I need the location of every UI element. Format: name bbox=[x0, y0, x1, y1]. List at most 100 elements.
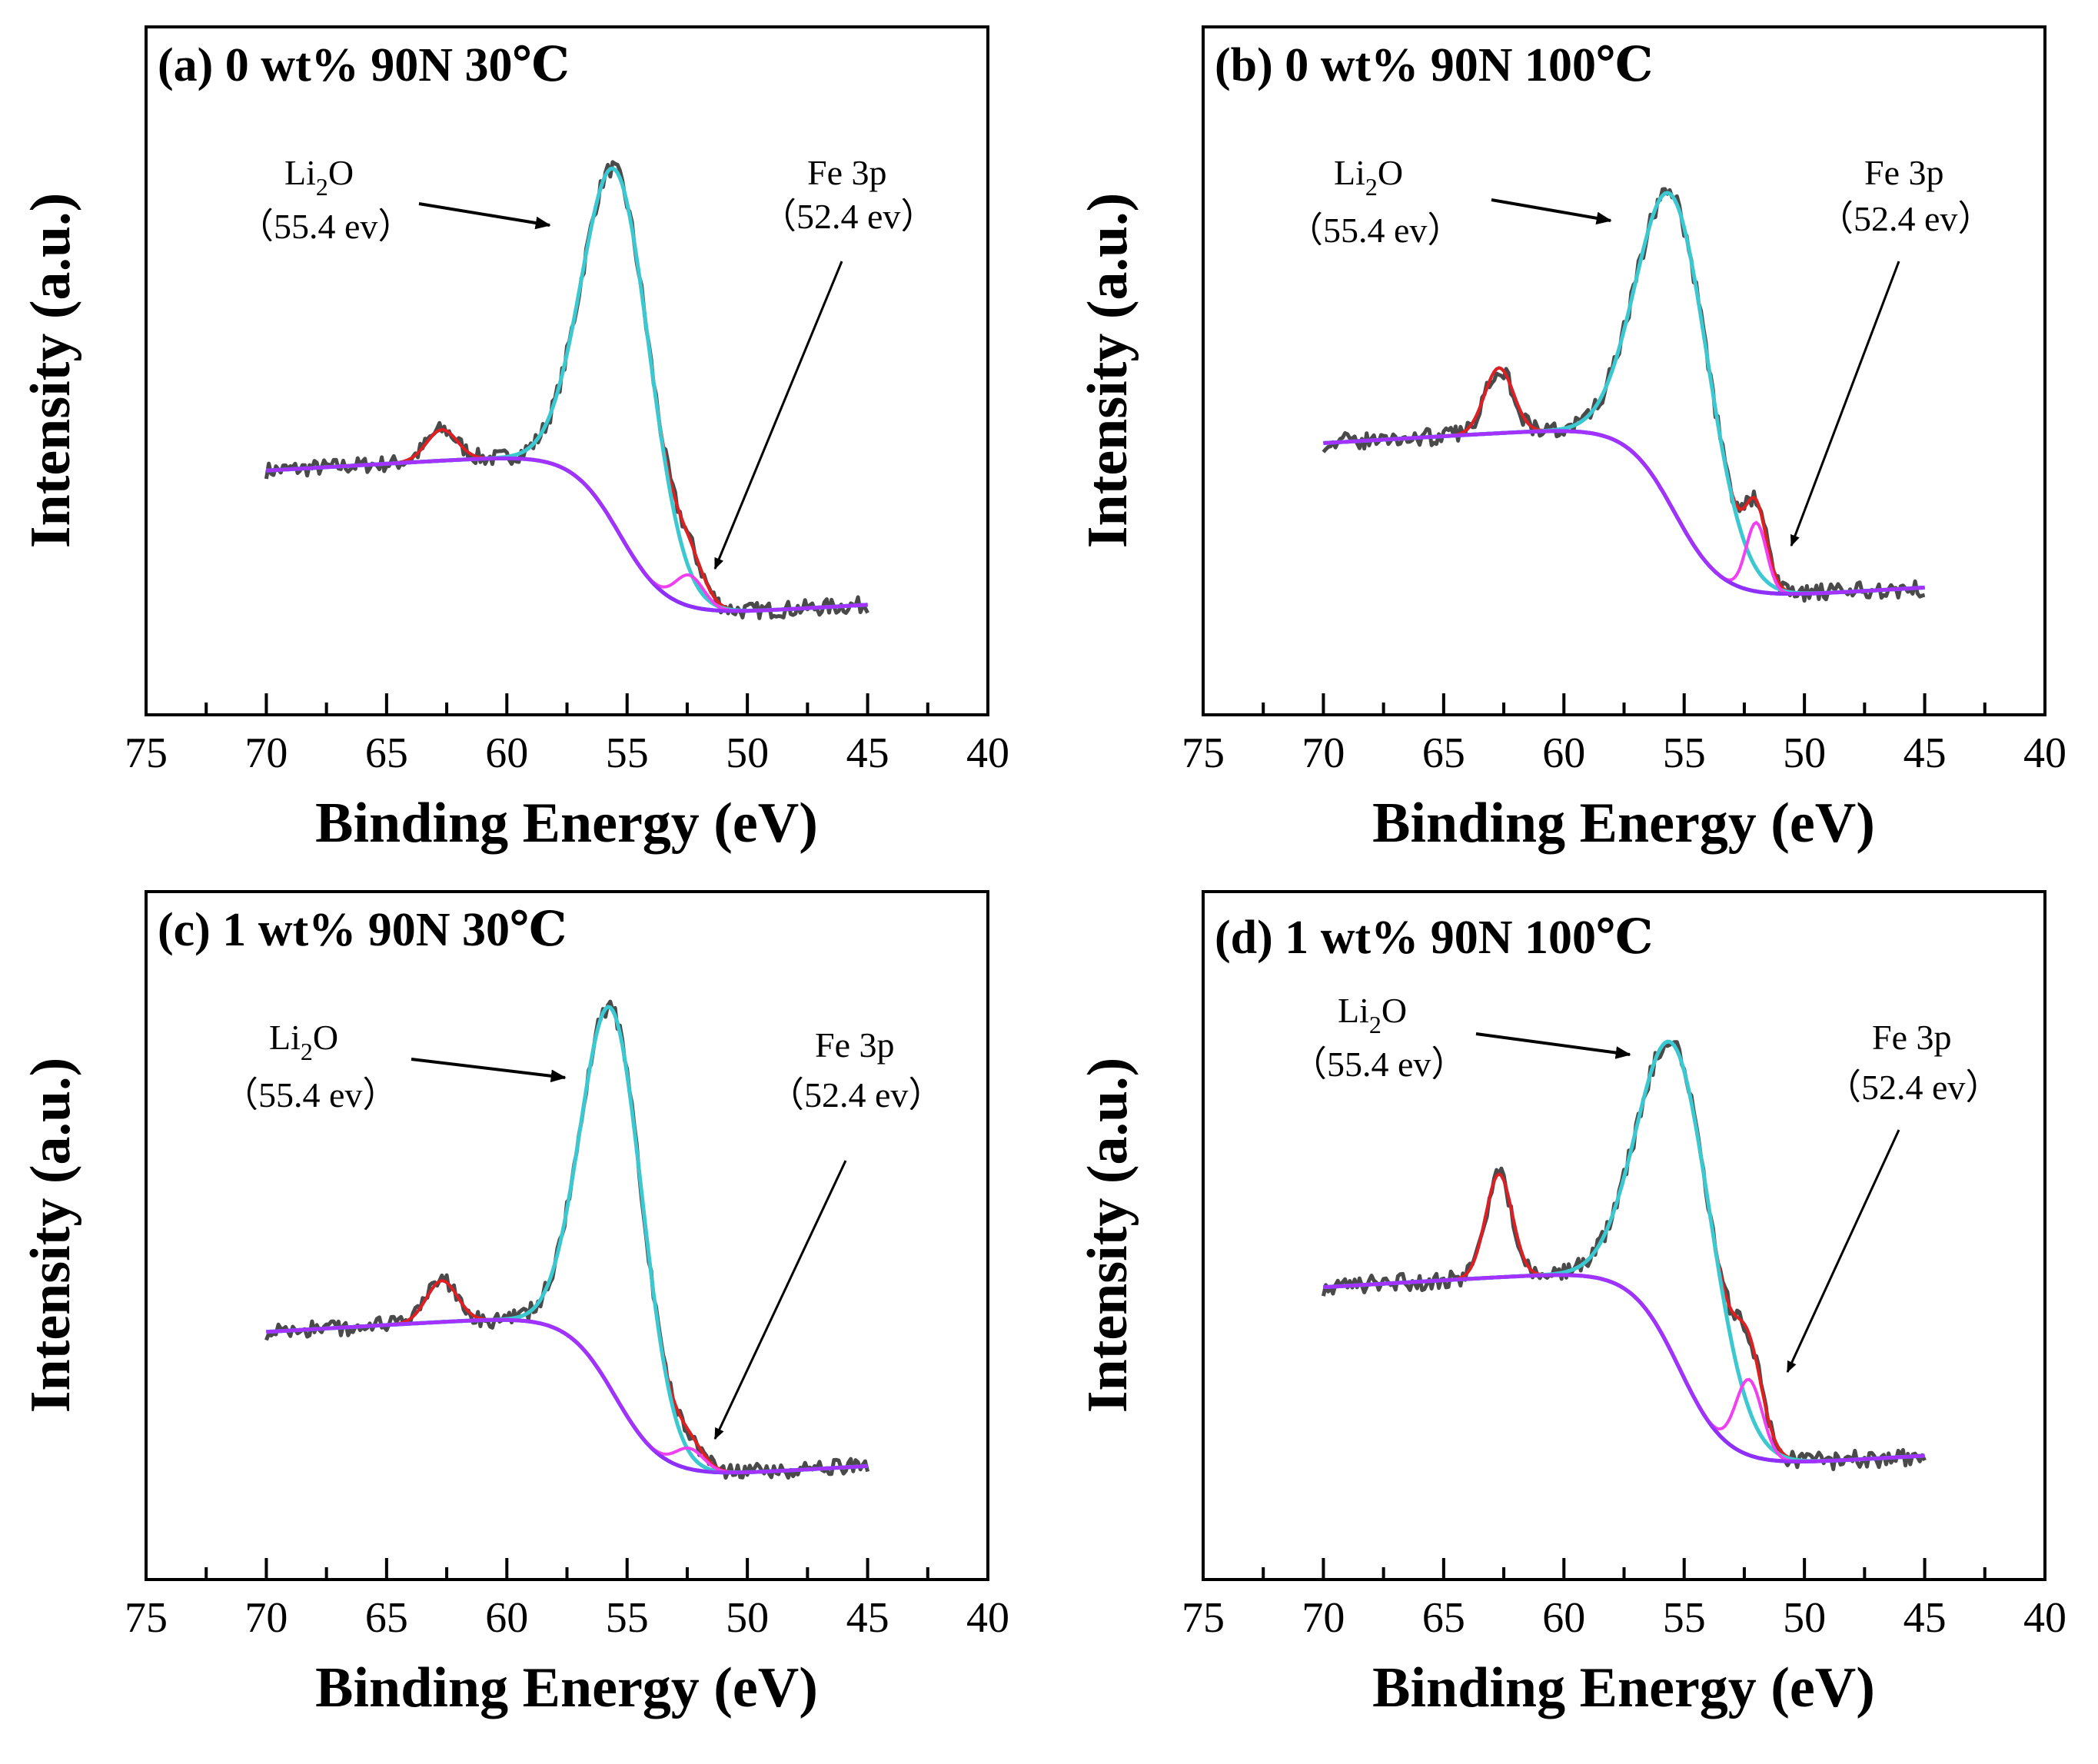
panel-a-baseline bbox=[266, 456, 868, 613]
panel-d-label-fe3p: Fe 3p bbox=[1872, 1018, 1952, 1057]
panel-b-label-fe3p-ev: （52.4 ev） bbox=[1818, 199, 1993, 238]
panel-d-tick-label: 45 bbox=[1903, 1594, 1947, 1642]
panel-a-label-fe3p-ev: （52.4 ev） bbox=[761, 197, 936, 236]
panel-a-tick-label: 50 bbox=[726, 729, 769, 777]
panel-b-tick-label: 75 bbox=[1182, 729, 1225, 777]
panel-d-label-fe3p-ev: （52.4 ev） bbox=[1826, 1068, 2000, 1107]
panel-b-label-fe3p: Fe 3p bbox=[1864, 153, 1944, 192]
panel-c-tick-label: 75 bbox=[125, 1594, 168, 1642]
panel-d-tick-label: 60 bbox=[1542, 1594, 1585, 1642]
panel-b-curves bbox=[1322, 187, 1926, 603]
panel-a-tick-label: 75 bbox=[125, 729, 168, 777]
panel-a-arrow-li2o bbox=[418, 202, 551, 230]
panel-c-tick-label: 40 bbox=[966, 1594, 1009, 1642]
panel-d-tick-label: 40 bbox=[2023, 1594, 2066, 1642]
panel-b-fit-envelope bbox=[1323, 191, 1925, 595]
panel-b-li2o-peak bbox=[1323, 191, 1925, 596]
panel-a-label-li2o-ev: （55.4 ev） bbox=[238, 207, 413, 246]
panel-c-ylabel: Intensity (a.u.) bbox=[19, 1058, 82, 1414]
panel-a-title: (a) 0 wt% 90N 30℃ bbox=[158, 39, 570, 91]
panel-c-frame bbox=[145, 890, 989, 1581]
panel-c-arrow-li2o bbox=[411, 1058, 567, 1083]
panel-a: 75 70 65 60 55 50 45 40 (a) 0 wt% 90N 30℃ Li2O … bbox=[19, 25, 1009, 855]
panel-c-label-fe3p: Fe 3p bbox=[815, 1025, 895, 1065]
panel-b-baseline bbox=[1323, 429, 1925, 596]
panel-c-ticks: 75 70 65 60 55 50 45 40 bbox=[125, 1558, 1009, 1642]
panel-d-curves bbox=[1321, 1039, 1927, 1471]
panel-c: 75 70 65 60 55 50 45 40 (c) 1 wt% 90N 30℃ Li2O … bbox=[19, 890, 1009, 1719]
panel-d-baseline bbox=[1323, 1273, 1925, 1463]
panel-c-curves bbox=[264, 999, 870, 1480]
panel-c-tick-label: 70 bbox=[244, 1594, 288, 1642]
panel-d-label-li2o: Li2O bbox=[1338, 991, 1407, 1038]
panel-a-ylabel: Intensity (a.u.) bbox=[19, 193, 82, 549]
panel-c-xlabel: Binding Energy (eV) bbox=[315, 1656, 818, 1719]
panel-d-arrow-fe3p bbox=[1786, 1129, 1900, 1374]
panel-d-ylabel: Intensity (a.u.) bbox=[1076, 1058, 1139, 1414]
panel-a-arrow-fe3p bbox=[713, 261, 843, 570]
panel-c-tick-label: 45 bbox=[846, 1594, 889, 1642]
panel-d-tick-label: 50 bbox=[1783, 1594, 1826, 1642]
panel-b-label-li2o: Li2O bbox=[1334, 153, 1403, 201]
panel-c-background bbox=[266, 1317, 868, 1475]
panel-a-tick-label: 65 bbox=[365, 729, 408, 777]
panel-a-tick-label: 70 bbox=[244, 729, 288, 777]
panel-c-tick-label: 65 bbox=[365, 1594, 408, 1642]
panel-c-label-li2o-ev: （55.4 ev） bbox=[223, 1075, 397, 1115]
panel-b-arrow-li2o bbox=[1491, 198, 1612, 225]
panel-b-arrow-fe3p bbox=[1790, 261, 1900, 547]
panel-b-tick-label: 40 bbox=[2023, 729, 2066, 777]
panel-d-tick-label: 75 bbox=[1182, 1594, 1225, 1642]
panel-a-ticks: 75 70 65 60 55 50 45 40 bbox=[125, 693, 1009, 777]
panel-c-fe3p-peak bbox=[266, 1318, 868, 1474]
panel-d-arrow-li2o bbox=[1475, 1032, 1631, 1059]
panel-c-tick-label: 55 bbox=[606, 1594, 649, 1642]
panel-b-title: (b) 0 wt% 90N 100℃ bbox=[1215, 39, 1653, 91]
panel-a-xlabel: Binding Energy (eV) bbox=[315, 792, 818, 855]
panel-b-ticks: 75 70 65 60 55 50 45 40 bbox=[1182, 693, 2066, 777]
panel-a-fe3p-peak bbox=[266, 457, 868, 613]
panel-b: 75 70 65 60 55 50 45 40 (b) 0 wt% 90N 100℃ Li2O… bbox=[1076, 25, 2066, 855]
panel-d-tick-label: 55 bbox=[1663, 1594, 1706, 1642]
panel-c-arrow-fe3p bbox=[713, 1160, 847, 1440]
panel-b-raw-data bbox=[1322, 187, 1926, 603]
panel-a-tick-label: 40 bbox=[966, 729, 1009, 777]
panel-c-baseline bbox=[266, 1317, 868, 1475]
panel-b-fe3p-peak bbox=[1323, 429, 1925, 596]
panel-b-ylabel: Intensity (a.u.) bbox=[1076, 193, 1139, 549]
panel-b-background bbox=[1323, 429, 1925, 596]
panel-c-tick-label: 60 bbox=[485, 1594, 528, 1642]
panel-b-tick-label: 65 bbox=[1422, 729, 1465, 777]
panel-b-xlabel: Binding Energy (eV) bbox=[1372, 792, 1875, 855]
panel-a-label-li2o: Li2O bbox=[284, 153, 354, 201]
panel-a-tick-label: 60 bbox=[485, 729, 528, 777]
panel-b-tick-label: 70 bbox=[1302, 729, 1345, 777]
panel-d-tick-label: 70 bbox=[1302, 1594, 1345, 1642]
panel-b-tick-label: 60 bbox=[1542, 729, 1585, 777]
panel-d-background bbox=[1323, 1273, 1925, 1463]
panel-b-frame bbox=[1202, 25, 2046, 716]
panel-a-curves bbox=[264, 160, 869, 620]
panel-d: 75 70 65 60 55 50 45 40 (d) 1 wt% 90N 100℃ Li2O… bbox=[1076, 890, 2066, 1719]
panel-d-title: (d) 1 wt% 90N 100℃ bbox=[1215, 912, 1653, 964]
panel-b-label-li2o-ev: （55.4 ev） bbox=[1288, 211, 1462, 250]
panel-c-raw-data bbox=[264, 999, 870, 1480]
panel-b-small-peak bbox=[1323, 366, 1925, 596]
panel-a-label-fe3p: Fe 3p bbox=[807, 153, 887, 192]
panel-c-label-li2o: Li2O bbox=[269, 1018, 338, 1065]
panel-c-tick-label: 50 bbox=[726, 1594, 769, 1642]
panel-d-label-li2o-ev: （55.4 ev） bbox=[1292, 1045, 1466, 1084]
panel-b-tick-label: 55 bbox=[1663, 729, 1706, 777]
panel-d-xlabel: Binding Energy (eV) bbox=[1372, 1656, 1875, 1719]
panel-b-tick-label: 45 bbox=[1903, 729, 1947, 777]
panel-c-title: (c) 1 wt% 90N 30℃ bbox=[158, 904, 567, 956]
panel-d-fe3p-peak bbox=[1323, 1273, 1925, 1463]
panel-d-frame bbox=[1202, 890, 2046, 1581]
panel-a-background bbox=[266, 456, 868, 613]
panel-a-tick-label: 55 bbox=[606, 729, 649, 777]
panel-c-label-fe3p-ev: （52.4 ev） bbox=[769, 1075, 943, 1115]
panel-a-tick-label: 45 bbox=[846, 729, 889, 777]
panel-d-small-peak bbox=[1323, 1172, 1925, 1463]
panel-c-small-peak bbox=[266, 1279, 868, 1474]
